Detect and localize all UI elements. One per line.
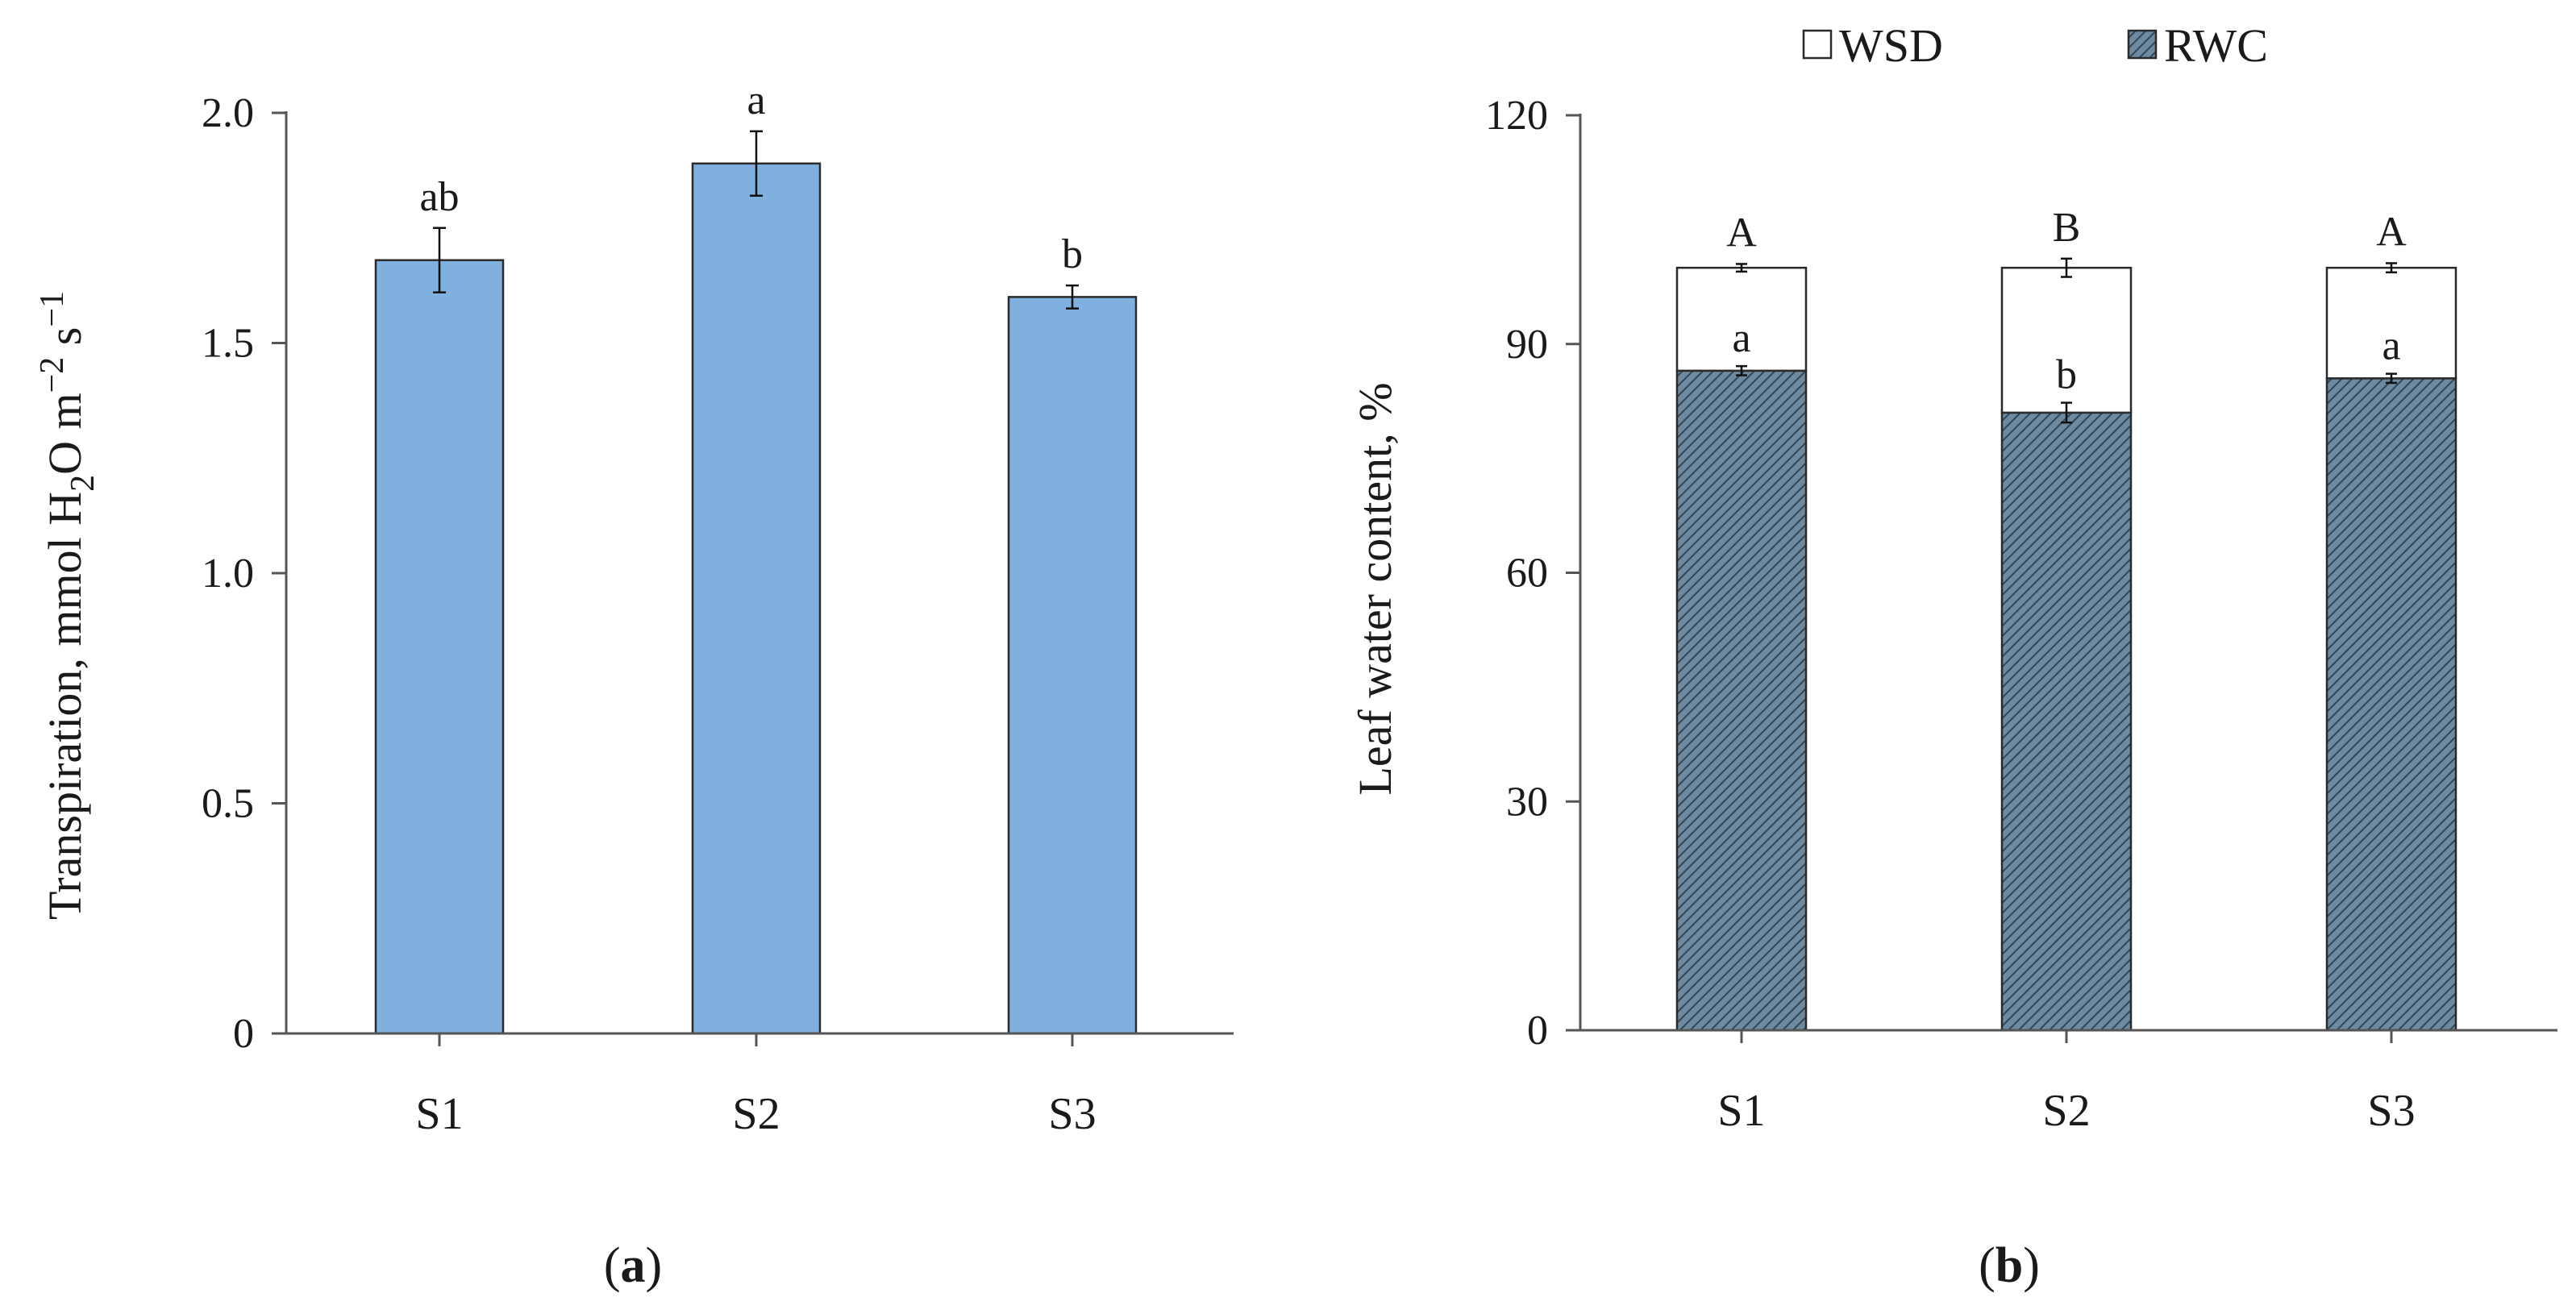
bar-s2 [691,162,822,1035]
bar-wsd-s3 [2325,266,2457,380]
x-ticks: S1 S2 S3 [1717,1030,2416,1136]
y-ticks: 0 30 60 90 120 [1485,93,1580,1054]
significance-label-rwc: a [2382,323,2400,369]
x-tick-label: S2 [732,1089,780,1139]
error-bars [1736,257,2397,424]
y-tick-label: 30 [1506,779,1548,825]
bar-rwc-s2 [2000,411,2133,1032]
y-tick-label: 1.0 [202,551,254,597]
panel-label-a: (a) [604,1238,662,1293]
stacked-bars [1675,266,2457,1032]
y-axis-title: Leaf water content, % [1349,382,1401,795]
y-tick-label: 120 [1485,93,1548,139]
bars [374,162,1138,1035]
bar-rwc-s1 [1675,369,1808,1032]
error-bars [433,130,1079,310]
legend-swatch-rwc [2127,29,2158,60]
bar-s3 [1007,296,1138,1035]
significance-label-rwc: a [1732,315,1750,361]
y-tick-label: 1.5 [202,321,254,367]
significance-label-wsd: A [2376,209,2407,255]
significance-label-wsd: B [2053,205,2081,251]
y-tick-label: 60 [1506,551,1548,597]
significance-label: b [1062,231,1083,277]
bar-wsd-s1 [1675,266,1808,372]
bar-rwc-s3 [2325,377,2457,1032]
y-tick-label: 90 [1506,322,1548,368]
x-tick-label: S2 [2042,1086,2090,1136]
bar-wsd-s2 [2000,266,2133,414]
legend-swatch-wsd [1802,29,1833,60]
x-ticks: S1 S2 S3 [415,1033,1097,1139]
y-axis-title: Transpiration, mmol H2O m−2 s−1 [34,291,102,920]
significance-label: ab [419,174,459,220]
significance-label-wsd: A [1726,210,1757,256]
legend: WSD RWC [1802,19,2268,72]
bar-s1 [374,259,505,1035]
x-tick-label: S1 [415,1089,463,1139]
x-tick-label: S1 [1717,1086,1765,1136]
legend-label-wsd: WSD [1839,19,1943,72]
legend-label-rwc: RWC [2164,19,2268,72]
y-tick-label: 0.5 [202,781,254,827]
significance-label: a [747,77,765,123]
x-tick-label: S3 [1048,1089,1096,1139]
significance-label-rwc: b [2056,352,2077,398]
significance-labels: a Ab Ba A [1726,205,2407,398]
y-tick-label: 0 [233,1011,254,1057]
panel-label-b: (b) [1979,1238,2040,1293]
y-tick-label: 0 [1527,1008,1548,1054]
y-tick-label: 2.0 [202,90,254,136]
y-ticks: 0 0.5 1.0 1.5 2.0 [202,90,286,1057]
chart-leaf-water-content: 0 30 60 90 120 S1 S2 S3 a Ab Ba A WSD RWC Leaf wat… [1349,19,2557,1293]
x-tick-label: S3 [2367,1086,2415,1136]
